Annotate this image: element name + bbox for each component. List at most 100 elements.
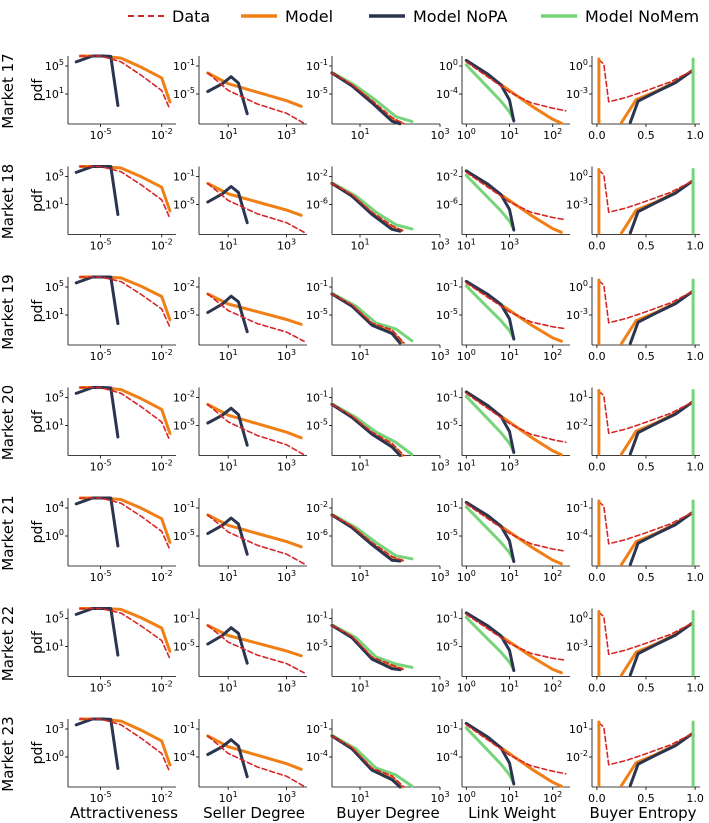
x-tick-label: 103	[277, 348, 296, 363]
x-tick-label: 101	[219, 238, 238, 253]
panel-market-18-link-weight: 10-2 10-6 101 103	[436, 166, 570, 253]
panel-market-17-attractiveness: 105 101 10-5 10-2	[45, 54, 176, 142]
y-tick-label: 101	[45, 307, 64, 322]
panel-market-20-buyer-degree: 10-1 10-5 101 103	[306, 387, 450, 474]
x-tick-label: 0.5	[637, 350, 655, 363]
x-tick-label: 103	[430, 459, 449, 474]
x-tick-label: 103	[430, 238, 449, 253]
y-tick-label: 10-4	[436, 86, 458, 101]
x-tick-label: 10-5	[90, 569, 112, 584]
y-tick-label: 100	[45, 528, 64, 543]
x-tick-label: 103	[430, 680, 449, 695]
y-tick-label: 10-2	[173, 279, 195, 294]
series-model-nopa	[628, 621, 694, 677]
y-tick-label: 10-4	[566, 528, 588, 543]
ylabel-pdf: pdf	[30, 520, 46, 544]
series-data	[465, 171, 567, 221]
y-tick-label: 10-1	[173, 169, 195, 184]
panel-market-23-buyer-entropy: 101 10-2 0.0 0.5 1.0	[566, 719, 704, 805]
series-model-nopa	[74, 54, 120, 107]
panel-market-19-attractiveness: 105 101 10-5 10-2	[45, 275, 176, 363]
series-model-nopa	[628, 179, 694, 235]
series-data	[465, 724, 567, 775]
series-model-nomem	[464, 726, 516, 785]
y-tick-label: 10-1	[306, 721, 328, 736]
series-model	[206, 292, 303, 326]
panel-grid: Market 17 pdf 105 101 10-5 10-2 10-1 10-5 101 103…	[0, 53, 704, 805]
y-tick-label: 10-4	[306, 749, 328, 764]
series-model	[78, 717, 172, 767]
series-model-nopa	[206, 738, 249, 779]
ylabel-pdf: pdf	[30, 188, 46, 212]
y-tick-label: 10-5	[436, 418, 458, 433]
series-data	[79, 607, 171, 660]
series-data	[465, 61, 567, 112]
x-tick-label: 10-5	[90, 459, 112, 474]
series-model-nopa	[206, 516, 249, 556]
series-model-nopa	[74, 717, 120, 770]
x-tick-label: 101	[350, 238, 369, 253]
panel-market-17-seller-degree: 10-1 10-5 101 103	[173, 56, 307, 142]
series-data	[79, 497, 171, 551]
legend-label-data: Data	[172, 7, 210, 26]
series-data	[331, 735, 405, 788]
series-data	[465, 613, 567, 661]
y-tick-label: 101	[569, 721, 588, 736]
panel-market-18-attractiveness: 105 101 10-5 10-2	[45, 165, 176, 253]
panel-market-18-buyer-degree: 10-2 10-6 101 103	[306, 166, 450, 253]
series-model-nopa	[464, 169, 516, 232]
series-model	[206, 71, 303, 108]
y-tick-label: 105	[45, 390, 64, 405]
x-tick-label: 0.0	[588, 240, 606, 253]
y-tick-label: 10-1	[306, 58, 328, 73]
x-tick-label: 10-5	[90, 127, 112, 142]
x-tick-label: 1.0	[686, 682, 704, 695]
x-tick-label: 101	[500, 127, 519, 142]
series-model-nomem	[464, 284, 516, 340]
legend-label-model: Model	[285, 7, 333, 26]
y-tick-label: 10-6	[306, 528, 328, 543]
panel-market-23-link-weight: 10-1 10-4 100 101 102	[436, 719, 570, 805]
y-tick-label: 10-5	[436, 639, 458, 654]
x-tick-label: 1.0	[686, 792, 704, 805]
series-model	[78, 496, 172, 544]
x-tick-label: 103	[277, 569, 296, 584]
y-tick-label: 10-1	[436, 721, 458, 736]
series-model-nopa	[464, 279, 516, 341]
x-tick-label: 101	[350, 569, 369, 584]
series-model-nopa	[464, 500, 516, 564]
x-tick-label: 101	[219, 569, 238, 584]
x-tick-label: 101	[219, 680, 238, 695]
y-tick-label: 10-1	[436, 279, 458, 294]
y-tick-label: 101	[45, 418, 64, 433]
x-tick-label: 0.0	[588, 461, 606, 474]
column-title-buyer-entropy: Buyer Entropy	[589, 804, 696, 822]
x-tick-label: 103	[430, 790, 449, 805]
ylabel-pdf: pdf	[30, 409, 46, 433]
x-tick-label: 0.5	[637, 240, 655, 253]
y-tick-label: 10-1	[436, 611, 458, 626]
series-data	[79, 55, 171, 111]
x-tick-label: 1.0	[686, 350, 704, 363]
y-tick-label: 100	[45, 749, 64, 764]
y-tick-label: 10-5	[173, 418, 195, 433]
y-tick-label: 10-3	[566, 639, 588, 654]
row-label-market-22: Market 22	[0, 606, 17, 681]
y-tick-label: 10-2	[436, 169, 458, 184]
series-model-nopa	[206, 626, 249, 665]
series-model-nopa	[330, 624, 402, 672]
panel-market-17-buyer-entropy: 100 10-3 0.0 0.5 1.0	[566, 56, 704, 142]
x-tick-label: 103	[277, 127, 296, 142]
panel-market-21-buyer-entropy: 10-1 10-4 0.0 0.5 1.0	[566, 498, 704, 584]
x-tick-label: 10-2	[151, 569, 173, 584]
y-tick-label: 10-1	[173, 500, 195, 515]
y-tick-label: 10-5	[436, 528, 458, 543]
series-data	[331, 182, 405, 232]
x-tick-label: 10-2	[151, 238, 173, 253]
legend: Data Model Model NoPA Model NoMem	[128, 7, 699, 26]
y-tick-label: 105	[45, 279, 64, 294]
x-tick-label: 101	[500, 790, 519, 805]
series-model-nopa	[628, 400, 694, 456]
series-model	[78, 165, 172, 213]
series-model	[206, 734, 303, 771]
